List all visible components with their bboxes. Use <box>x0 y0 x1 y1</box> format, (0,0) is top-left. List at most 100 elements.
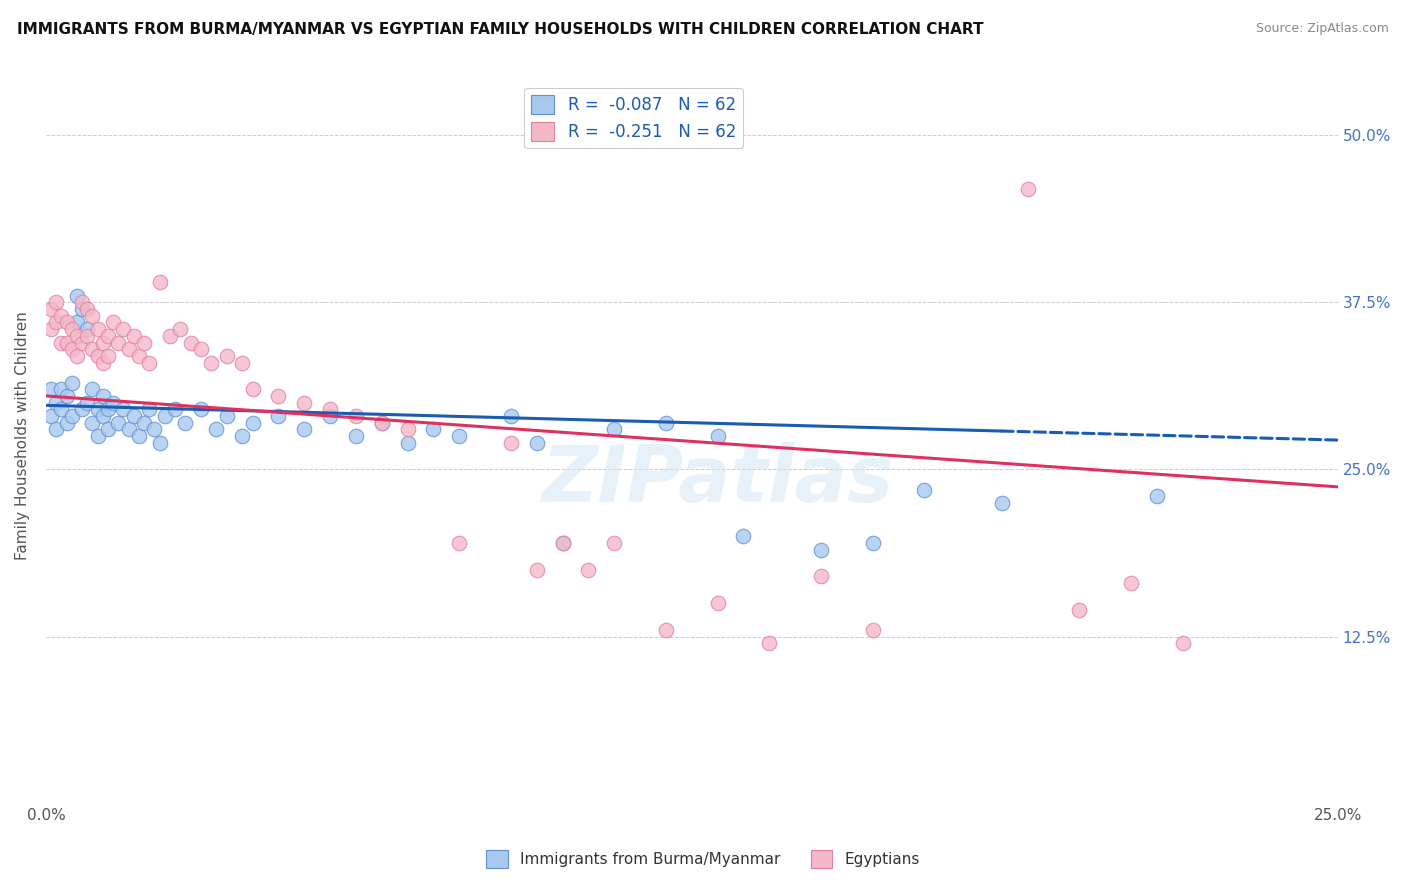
Point <box>112 402 135 417</box>
Point <box>733 529 755 543</box>
Point <box>97 422 120 436</box>
Point <box>655 416 678 430</box>
Point <box>499 409 522 423</box>
Point <box>91 335 114 350</box>
Point <box>66 316 89 330</box>
Point <box>371 416 394 430</box>
Text: Source: ZipAtlas.com: Source: ZipAtlas.com <box>1256 22 1389 36</box>
Point <box>180 335 202 350</box>
Point <box>39 302 62 317</box>
Point <box>422 422 444 436</box>
Point <box>66 289 89 303</box>
Point <box>138 355 160 369</box>
Point <box>128 349 150 363</box>
Point <box>82 309 104 323</box>
Point <box>153 409 176 423</box>
Point <box>76 395 98 409</box>
Point <box>149 435 172 450</box>
Point <box>97 402 120 417</box>
Point <box>706 596 728 610</box>
Point <box>138 402 160 417</box>
Point <box>60 376 83 390</box>
Point <box>97 328 120 343</box>
Point <box>603 422 626 436</box>
Point <box>292 422 315 436</box>
Point <box>82 382 104 396</box>
Point <box>205 422 228 436</box>
Point <box>1119 576 1142 591</box>
Point <box>149 276 172 290</box>
Point <box>215 409 238 423</box>
Point <box>55 389 77 403</box>
Point <box>82 416 104 430</box>
Text: IMMIGRANTS FROM BURMA/MYANMAR VS EGYPTIAN FAMILY HOUSEHOLDS WITH CHILDREN CORREL: IMMIGRANTS FROM BURMA/MYANMAR VS EGYPTIA… <box>17 22 983 37</box>
Point <box>267 409 290 423</box>
Point <box>1171 636 1194 650</box>
Point <box>200 355 222 369</box>
Point <box>107 416 129 430</box>
Point <box>526 435 548 450</box>
Point <box>169 322 191 336</box>
Point <box>134 416 156 430</box>
Point <box>190 402 212 417</box>
Point <box>292 395 315 409</box>
Point <box>60 322 83 336</box>
Point <box>122 409 145 423</box>
Point <box>97 349 120 363</box>
Point <box>190 342 212 356</box>
Point <box>70 335 93 350</box>
Point <box>91 389 114 403</box>
Point <box>128 429 150 443</box>
Point <box>706 429 728 443</box>
Point <box>396 422 419 436</box>
Point <box>70 402 93 417</box>
Point <box>76 322 98 336</box>
Point <box>862 536 884 550</box>
Point <box>499 435 522 450</box>
Point <box>39 409 62 423</box>
Point <box>242 382 264 396</box>
Point <box>655 623 678 637</box>
Point <box>810 569 832 583</box>
Point <box>143 422 166 436</box>
Point <box>45 316 67 330</box>
Point <box>991 496 1014 510</box>
Point <box>55 335 77 350</box>
Point <box>526 563 548 577</box>
Legend: R =  -0.087   N = 62, R =  -0.251   N = 62: R = -0.087 N = 62, R = -0.251 N = 62 <box>524 88 742 148</box>
Point <box>912 483 935 497</box>
Point <box>758 636 780 650</box>
Point <box>107 335 129 350</box>
Y-axis label: Family Households with Children: Family Households with Children <box>15 311 30 560</box>
Point <box>39 382 62 396</box>
Point <box>578 563 600 577</box>
Point <box>86 349 108 363</box>
Point <box>66 349 89 363</box>
Point <box>267 389 290 403</box>
Point <box>51 335 73 350</box>
Point <box>231 355 253 369</box>
Point <box>215 349 238 363</box>
Point <box>449 429 471 443</box>
Point <box>319 402 342 417</box>
Legend: Immigrants from Burma/Myanmar, Egyptians: Immigrants from Burma/Myanmar, Egyptians <box>479 844 927 873</box>
Point <box>91 355 114 369</box>
Point <box>51 309 73 323</box>
Point <box>39 322 62 336</box>
Point <box>1146 489 1168 503</box>
Point <box>242 416 264 430</box>
Point <box>76 328 98 343</box>
Point <box>174 416 197 430</box>
Point <box>45 422 67 436</box>
Point <box>70 302 93 317</box>
Point <box>86 429 108 443</box>
Text: ZIPatlas: ZIPatlas <box>541 442 894 518</box>
Point <box>396 435 419 450</box>
Point <box>55 416 77 430</box>
Point <box>344 429 367 443</box>
Point <box>76 302 98 317</box>
Point <box>122 328 145 343</box>
Point <box>862 623 884 637</box>
Point <box>60 342 83 356</box>
Point <box>112 322 135 336</box>
